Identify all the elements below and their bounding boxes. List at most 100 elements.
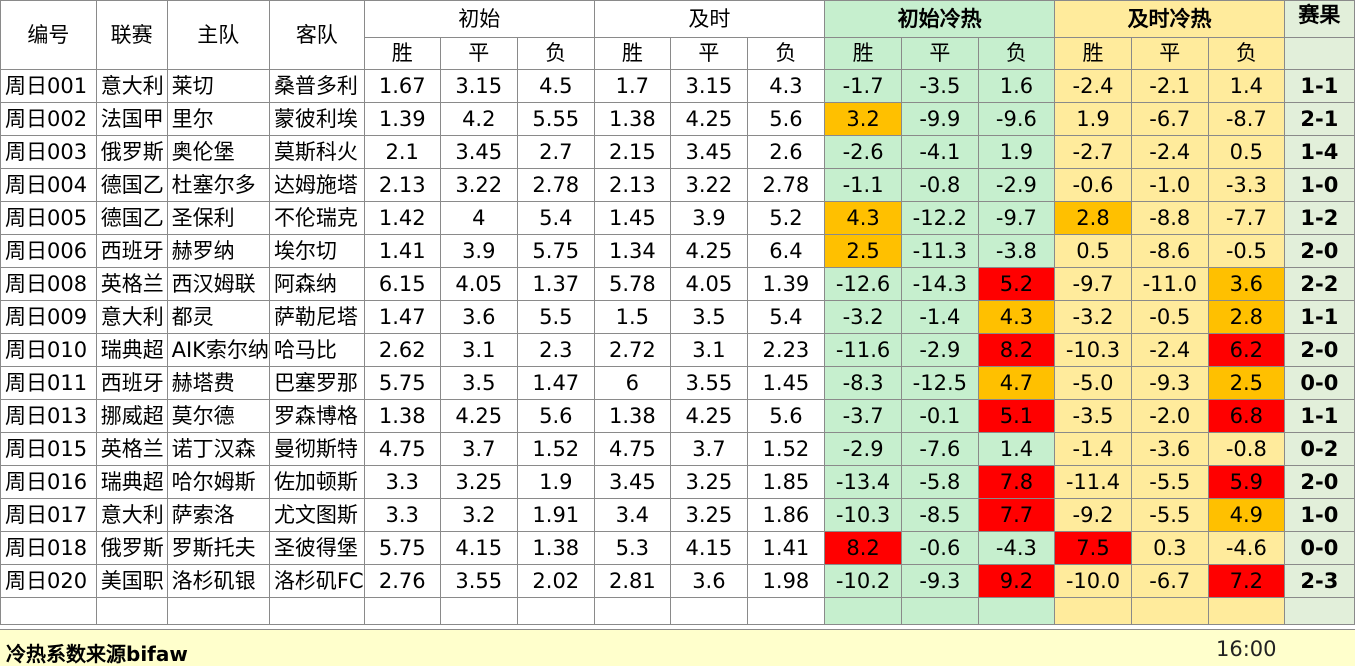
cell-live-win[interactable]: 6 (593, 366, 671, 400)
cell-initial-win[interactable]: 2.1 (363, 135, 441, 169)
empty-cell[interactable] (593, 597, 671, 625)
cell-live-heat-win[interactable]: -3.2 (1054, 300, 1132, 334)
cell-live-loss[interactable]: 5.4 (746, 300, 825, 334)
cell-result[interactable]: 0-0 (1283, 366, 1355, 400)
cell-initial-heat-win[interactable]: -1.7 (823, 69, 903, 103)
cell-initial-win[interactable]: 3.3 (363, 465, 441, 499)
cell-initial-draw[interactable]: 3.1 (439, 333, 518, 367)
subheader-live-draw[interactable]: 平 (669, 37, 748, 70)
cell-result[interactable]: 1-2 (1283, 201, 1355, 235)
cell-initial-loss[interactable]: 2.02 (516, 564, 595, 598)
empty-cell[interactable] (901, 597, 979, 625)
cell-live-loss[interactable]: 2.78 (746, 168, 825, 202)
cell-initial-heat-win[interactable]: -3.7 (823, 399, 903, 433)
cell-id[interactable]: 周日001 (0, 69, 97, 103)
cell-initial-draw[interactable]: 3.15 (439, 69, 518, 103)
header-initial[interactable]: 初始 (363, 0, 595, 38)
cell-live-loss[interactable]: 1.39 (746, 267, 825, 301)
cell-home[interactable]: AIK索尔纳 (166, 333, 270, 367)
cell-initial-heat-draw[interactable]: -4.1 (901, 135, 979, 169)
cell-league[interactable]: 德国乙 (95, 168, 168, 202)
cell-live-draw[interactable]: 4.15 (669, 531, 748, 565)
cell-result[interactable]: 0-0 (1283, 531, 1355, 565)
cell-live-heat-draw[interactable]: -2.4 (1130, 333, 1209, 367)
cell-result[interactable]: 2-2 (1283, 267, 1355, 301)
cell-live-heat-loss[interactable]: 7.2 (1207, 564, 1285, 598)
cell-live-loss[interactable]: 1.52 (746, 432, 825, 466)
cell-initial-heat-draw[interactable]: -12.5 (901, 366, 979, 400)
cell-live-draw[interactable]: 3.7 (669, 432, 748, 466)
cell-live-heat-win[interactable]: -2.7 (1054, 135, 1132, 169)
empty-cell[interactable] (439, 597, 518, 625)
cell-live-heat-loss[interactable]: 0.5 (1207, 135, 1285, 169)
cell-initial-heat-loss[interactable]: -2.9 (977, 168, 1056, 202)
header-result[interactable]: 赛果 (1283, 0, 1355, 38)
cell-home[interactable]: 哈尔姆斯 (166, 465, 270, 499)
cell-live-heat-draw[interactable]: -11.0 (1130, 267, 1209, 301)
cell-live-heat-draw[interactable]: -8.8 (1130, 201, 1209, 235)
empty-cell[interactable] (363, 597, 441, 625)
cell-league[interactable]: 西班牙 (95, 234, 168, 268)
cell-initial-win[interactable]: 1.39 (363, 102, 441, 136)
cell-live-heat-win[interactable]: -9.2 (1054, 498, 1132, 532)
cell-initial-heat-draw[interactable]: -14.3 (901, 267, 979, 301)
cell-live-heat-draw[interactable]: 0.3 (1130, 531, 1209, 565)
cell-initial-heat-win[interactable]: -10.3 (823, 498, 903, 532)
cell-live-heat-draw[interactable]: -5.5 (1130, 498, 1209, 532)
cell-initial-win[interactable]: 2.76 (363, 564, 441, 598)
cell-initial-heat-loss[interactable]: 1.6 (977, 69, 1056, 103)
cell-initial-win[interactable]: 4.75 (363, 432, 441, 466)
cell-initial-heat-win[interactable]: -10.2 (823, 564, 903, 598)
cell-id[interactable]: 周日017 (0, 498, 97, 532)
cell-away[interactable]: 罗森博格 (268, 399, 365, 433)
header-away[interactable]: 客队 (268, 0, 365, 70)
cell-initial-draw[interactable]: 3.45 (439, 135, 518, 169)
cell-id[interactable]: 周日010 (0, 333, 97, 367)
cell-initial-win[interactable]: 1.38 (363, 399, 441, 433)
cell-result[interactable]: 1-1 (1283, 69, 1355, 103)
cell-live-draw[interactable]: 3.22 (669, 168, 748, 202)
cell-initial-heat-win[interactable]: -2.6 (823, 135, 903, 169)
cell-league[interactable]: 俄罗斯 (95, 135, 168, 169)
cell-home[interactable]: 萨索洛 (166, 498, 270, 532)
cell-away[interactable]: 萨勒尼塔 (268, 300, 365, 334)
cell-initial-win[interactable]: 5.75 (363, 531, 441, 565)
cell-result[interactable]: 2-0 (1283, 234, 1355, 268)
cell-id[interactable]: 周日006 (0, 234, 97, 268)
cell-initial-draw[interactable]: 4.25 (439, 399, 518, 433)
cell-initial-heat-win[interactable]: -2.9 (823, 432, 903, 466)
cell-home[interactable]: 圣保利 (166, 201, 270, 235)
subheader-initial-win[interactable]: 胜 (363, 37, 441, 70)
cell-initial-heat-draw[interactable]: -5.8 (901, 465, 979, 499)
cell-live-heat-win[interactable]: -9.7 (1054, 267, 1132, 301)
cell-live-draw[interactable]: 3.25 (669, 465, 748, 499)
cell-home[interactable]: 西汉姆联 (166, 267, 270, 301)
cell-initial-win[interactable]: 3.3 (363, 498, 441, 532)
cell-away[interactable]: 哈马比 (268, 333, 365, 367)
subheader-live-heat-loss[interactable]: 负 (1207, 37, 1285, 70)
cell-initial-heat-win[interactable]: -3.2 (823, 300, 903, 334)
cell-initial-heat-draw[interactable]: -9.9 (901, 102, 979, 136)
cell-away[interactable]: 达姆施塔 (268, 168, 365, 202)
cell-live-heat-loss[interactable]: 2.8 (1207, 300, 1285, 334)
cell-live-win[interactable]: 1.38 (593, 399, 671, 433)
cell-initial-loss[interactable]: 5.55 (516, 102, 595, 136)
cell-live-win[interactable]: 3.45 (593, 465, 671, 499)
cell-away[interactable]: 埃尔切 (268, 234, 365, 268)
subheader-initial-heat-loss[interactable]: 负 (977, 37, 1056, 70)
cell-live-win[interactable]: 2.72 (593, 333, 671, 367)
cell-initial-heat-loss[interactable]: 8.2 (977, 333, 1056, 367)
cell-initial-heat-loss[interactable]: -9.7 (977, 201, 1056, 235)
empty-cell[interactable] (95, 597, 168, 625)
cell-live-heat-draw[interactable]: -2.4 (1130, 135, 1209, 169)
empty-cell[interactable] (268, 597, 365, 625)
header-live[interactable]: 及时 (593, 0, 825, 38)
cell-live-heat-draw[interactable]: -6.7 (1130, 102, 1209, 136)
cell-live-heat-win[interactable]: -5.0 (1054, 366, 1132, 400)
cell-result[interactable]: 0-2 (1283, 432, 1355, 466)
cell-initial-heat-loss[interactable]: 9.2 (977, 564, 1056, 598)
cell-initial-draw[interactable]: 4.05 (439, 267, 518, 301)
cell-id[interactable]: 周日008 (0, 267, 97, 301)
cell-away[interactable]: 阿森纳 (268, 267, 365, 301)
cell-home[interactable]: 莫尔德 (166, 399, 270, 433)
